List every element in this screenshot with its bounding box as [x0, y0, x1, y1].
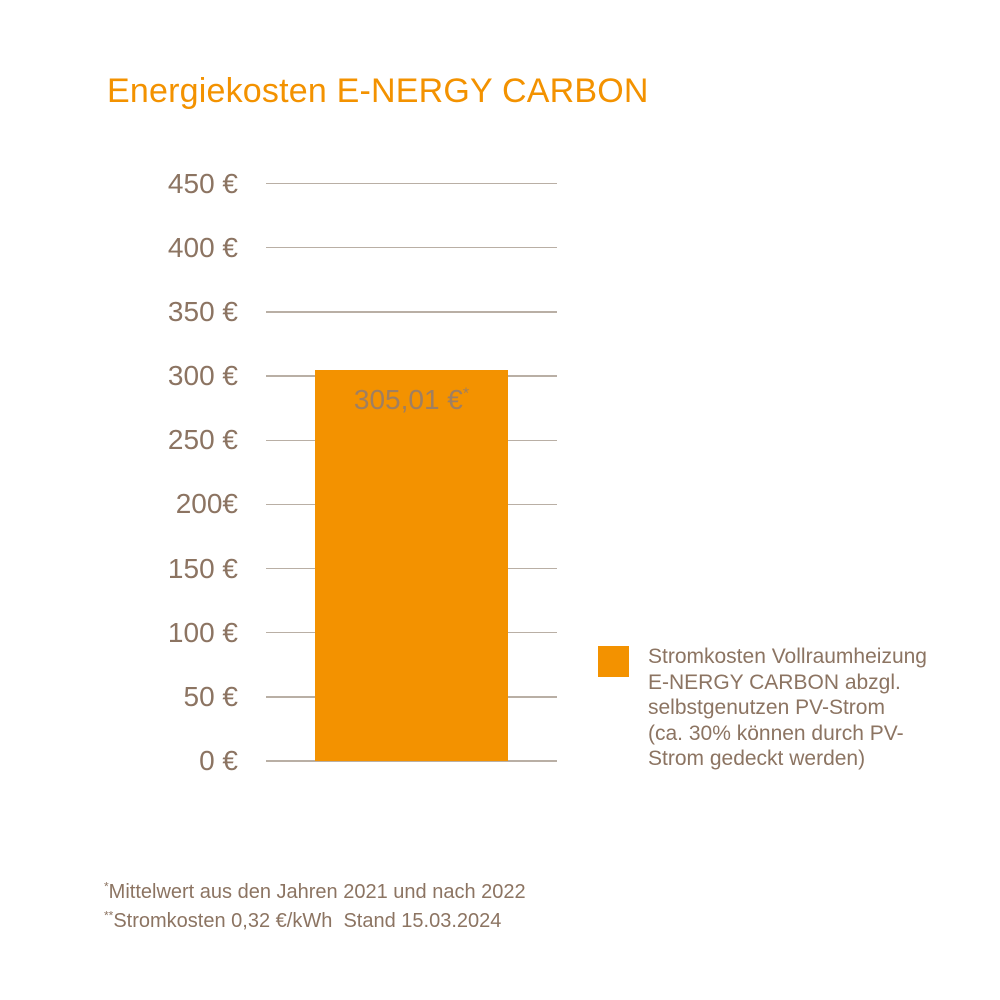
footnote-stromkosten: **Stromkosten 0,32 €/kWh Stand 15.03.202… — [104, 907, 526, 936]
legend-swatch-orange — [598, 646, 629, 677]
legend-line: selbstgenutzen PV-Strom — [648, 696, 885, 719]
y-axis-tick-label-100: 100 € — [167, 616, 238, 648]
chart-title: Energiekosten E-NERGY CARBON — [107, 72, 649, 110]
y-axis-tick-label-250: 250 € — [167, 424, 238, 456]
legend-line: (ca. 30% können durch PV- — [648, 721, 904, 745]
y-axis-tick-label-50: 50 € — [183, 680, 239, 712]
y-axis-tick-label-150: 150 € — [167, 552, 238, 584]
bar-value-footnote-marker: * — [462, 385, 470, 403]
footnote-mittelwert: *Mittelwert aus den Jahren 2021 und nach… — [104, 878, 526, 907]
footnote-marker: ** — [104, 907, 114, 922]
footnote-text: Stromkosten 0,32 €/kWh Stand 15.03.2024 — [113, 909, 502, 932]
y-axis-tick-label-200: 200€ — [175, 488, 238, 520]
legend-line: E-NERGY CARBON abzgl. — [648, 670, 901, 694]
gridline-350 — [266, 311, 557, 313]
y-axis-tick-label-350: 350 € — [167, 295, 238, 327]
footnotes: *Mittelwert aus den Jahren 2021 und nach… — [104, 878, 526, 935]
legend-line: Strom gedeckt werden) — [648, 747, 866, 770]
y-axis-tick-label-450: 450 € — [167, 167, 238, 199]
y-axis-tick-label-400: 400 € — [167, 231, 238, 263]
y-axis-tick-label-300: 300 € — [167, 360, 238, 392]
y-axis-tick-label-0: 0 € — [199, 745, 238, 776]
footnote-marker: * — [104, 879, 109, 894]
bar-value-text: 305,01 € — [353, 383, 463, 415]
gridline-0 — [266, 760, 557, 762]
legend-line: Stromkosten Vollraumheizung — [648, 645, 927, 668]
gridline-450 — [266, 182, 557, 185]
legend-label: Stromkosten Vollraumheizung E-NERGY CARB… — [648, 644, 948, 772]
gridline-400 — [266, 247, 557, 249]
bar-stromkosten-vollraumheizung: 305,01 €* — [315, 369, 508, 761]
footnote-text: Mittelwert aus den Jahren 2021 und nach … — [108, 881, 526, 903]
bar-value-label: 305,01 €* — [354, 384, 469, 416]
